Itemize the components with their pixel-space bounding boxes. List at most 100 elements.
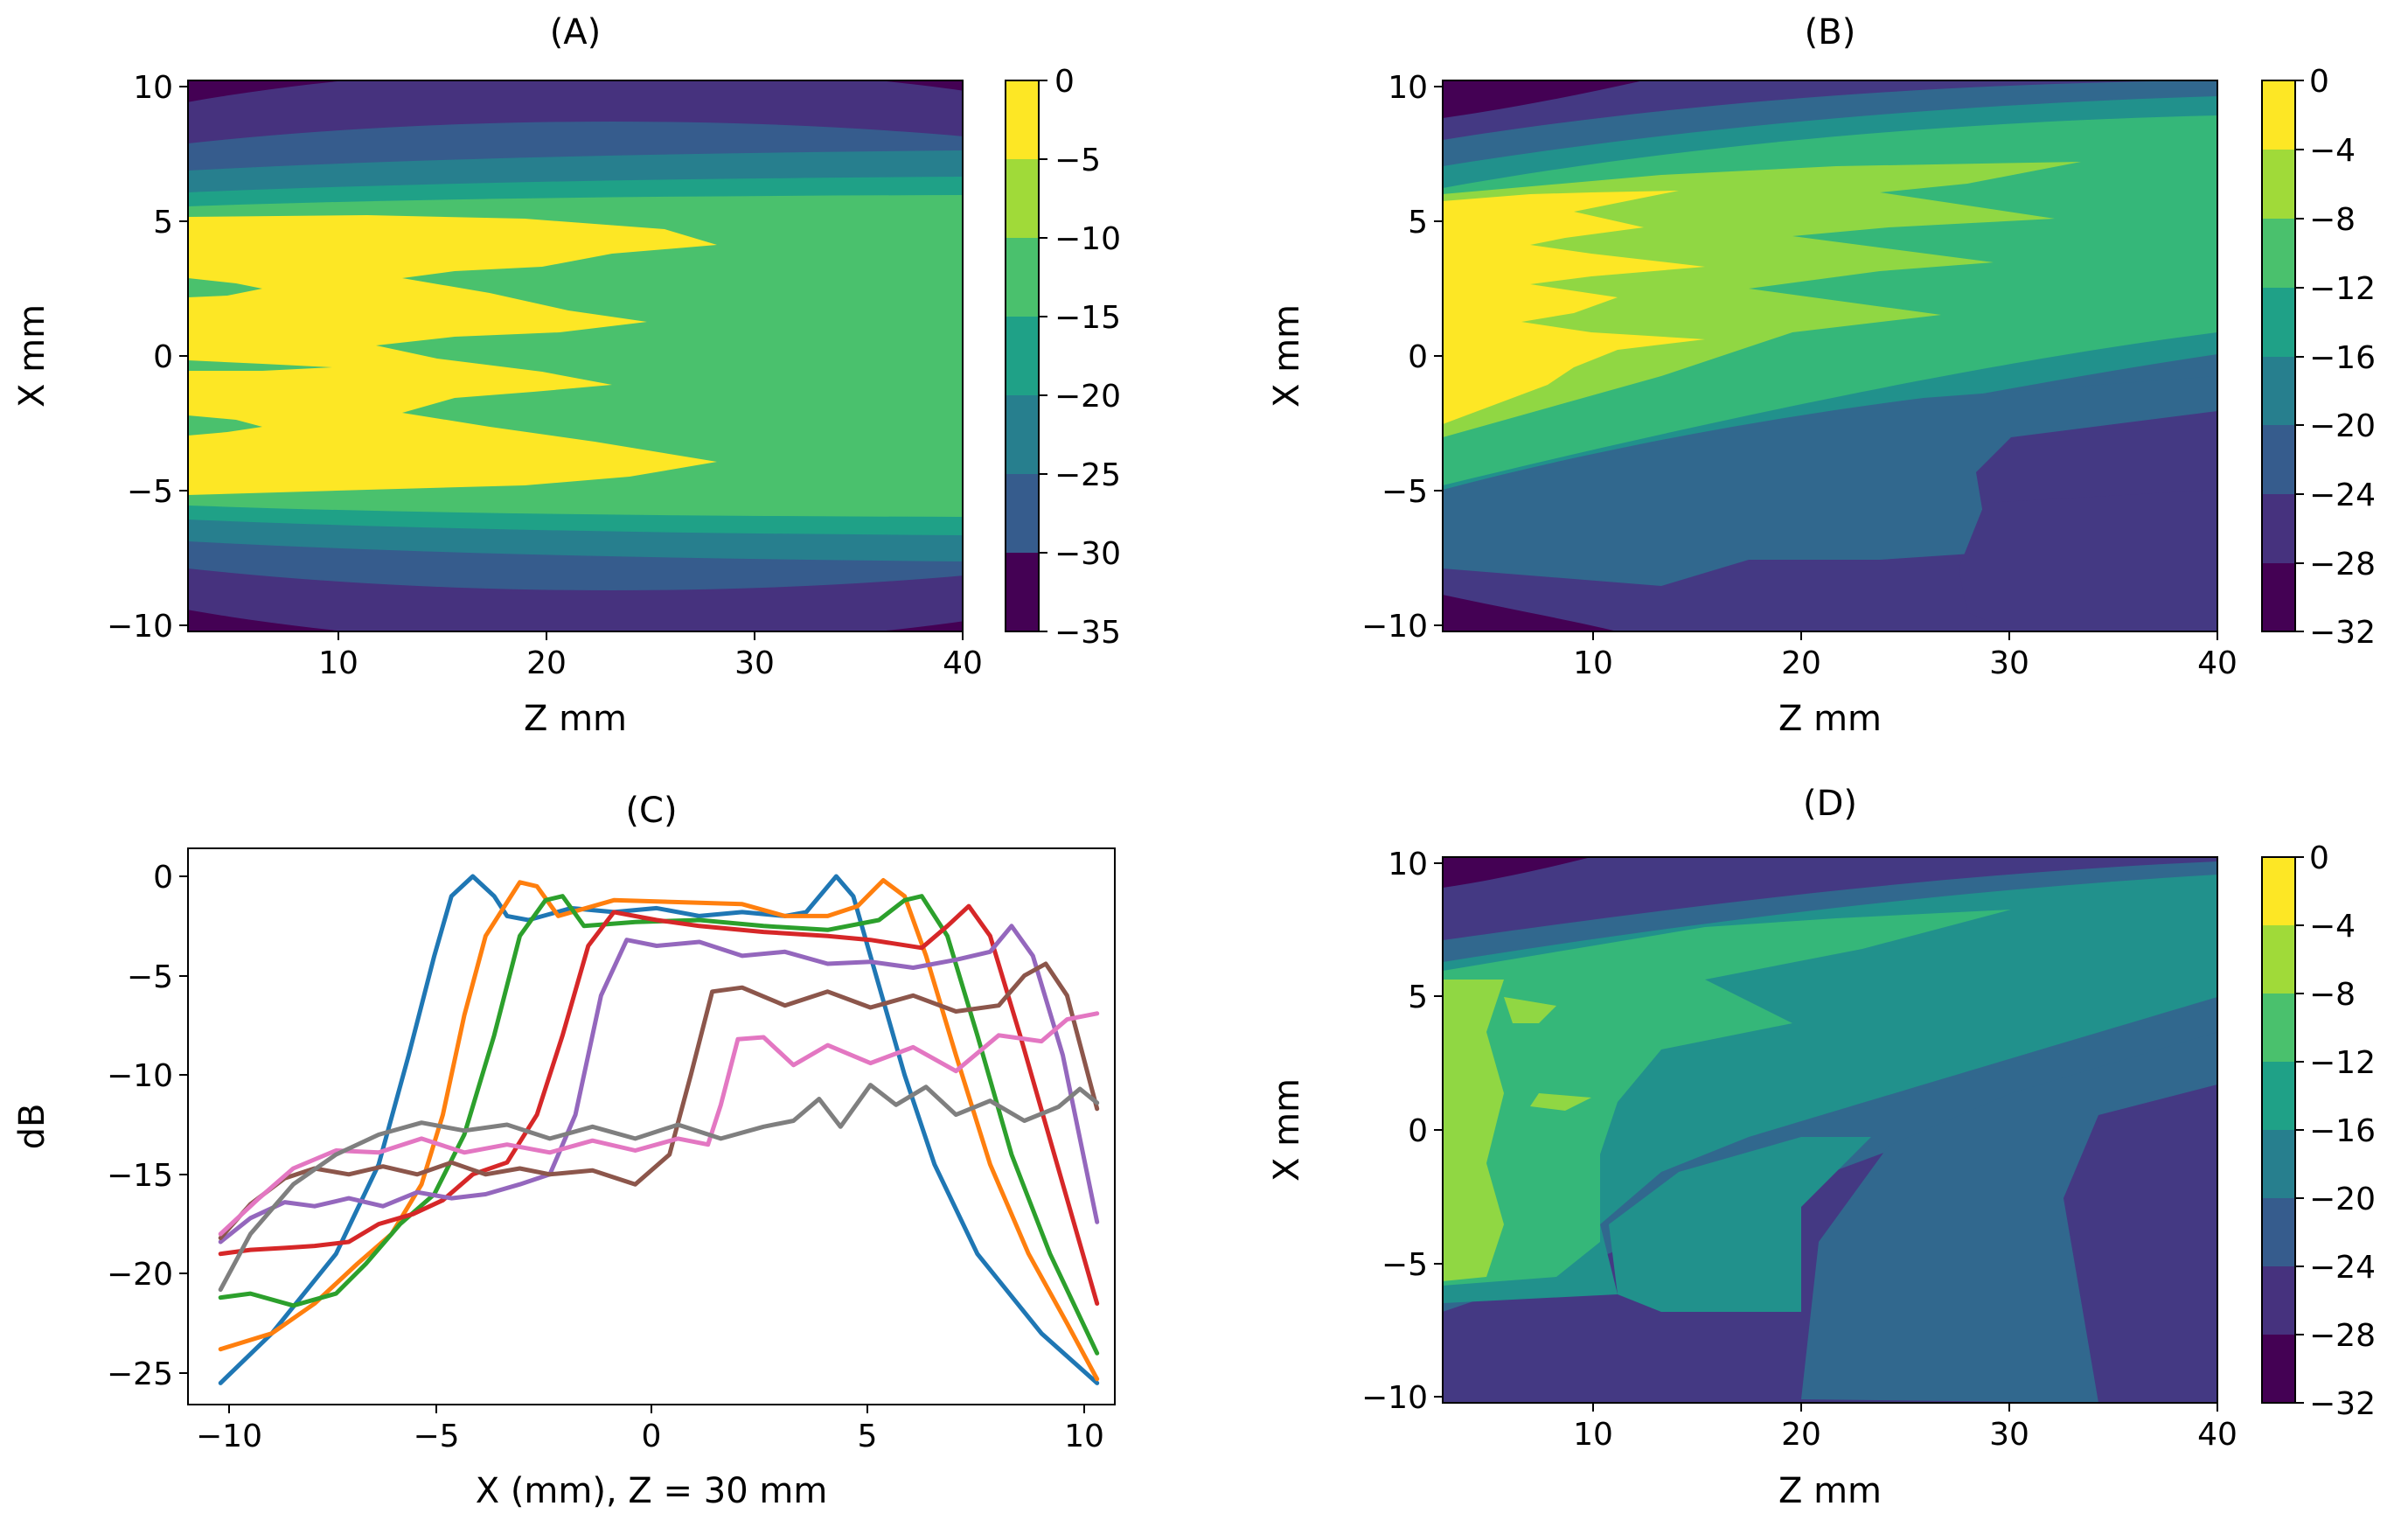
- colorbar-d-seg: [2262, 1130, 2295, 1198]
- panel-b-ylabel: X mm: [1267, 304, 1307, 408]
- panel-c: (C) −10 −5 0 5 10 0 −5 −10 −15 −2: [12, 791, 1116, 1511]
- panel-c-lines: [218, 874, 1100, 1385]
- colorbar-d-seg: [2262, 1062, 2295, 1130]
- panel-a-title: (A): [550, 12, 602, 52]
- colorbar-b-seg: [2262, 563, 2295, 631]
- band-a-core-notch-3: [188, 360, 332, 371]
- panel-d-colorbar: 0 −4 −8 −12 −16 −20 −24 −28 −32: [2261, 840, 2376, 1422]
- panel-b-ytick: −5: [1381, 474, 1428, 510]
- panel-b-xlabel: Z mm: [1778, 699, 1882, 739]
- colorbar-d-tick: 0: [2309, 840, 2329, 876]
- panel-c-ytick: −5: [127, 959, 173, 995]
- series-line-8: [218, 1083, 1100, 1293]
- panel-d-xtick: 10: [1573, 1417, 1613, 1453]
- colorbar-b-seg: [2262, 425, 2295, 494]
- panel-c-bg: [188, 848, 1115, 1405]
- panel-a-y-ticks: 10 5 0 −5 −10: [107, 70, 188, 645]
- colorbar-a-seg: [1006, 474, 1039, 553]
- colorbar-a-seg: [1006, 80, 1039, 159]
- colorbar-b-seg: [2262, 494, 2295, 563]
- panel-d-ylabel: X mm: [1267, 1078, 1307, 1182]
- panel-c-ytick: −20: [107, 1257, 173, 1293]
- panel-c-x-ticks: −10 −5 0 5 10: [196, 1405, 1104, 1454]
- band-b-lower-dark: [1959, 490, 2217, 631]
- colorbar-a-tick: −5: [1054, 143, 1101, 178]
- colorbar-d-seg: [2262, 1266, 2295, 1335]
- panel-a-x-ticks: 10 20 30 40: [318, 631, 983, 681]
- colorbar-d-tick: −16: [2309, 1113, 2376, 1149]
- panel-a-ytick: −5: [127, 474, 173, 510]
- panel-a-xtick: 10: [318, 645, 358, 681]
- panel-b-title: (B): [1805, 12, 1856, 52]
- colorbar-b-seg: [2262, 288, 2295, 357]
- colorbar-b-tick: −20: [2309, 408, 2376, 444]
- series-line-6: [218, 961, 1100, 1240]
- colorbar-b-seg: [2262, 219, 2295, 288]
- panel-b-xtick: 30: [1989, 645, 2029, 681]
- colorbar-a-seg: [1006, 395, 1039, 474]
- colorbar-d-seg: [2262, 1335, 2295, 1403]
- panel-d-xlabel: Z mm: [1778, 1471, 1882, 1511]
- panel-b-ytick: 5: [1408, 205, 1428, 241]
- panel-c-xtick: 5: [858, 1419, 878, 1454]
- panel-b-ytick: −10: [1361, 609, 1428, 645]
- colorbar-a-tick: −10: [1054, 221, 1121, 257]
- panel-a-ytick: 10: [133, 70, 173, 106]
- colorbar-b-seg: [2262, 150, 2295, 219]
- colorbar-d-seg: [2262, 925, 2295, 994]
- band-b-lower-teal: [1443, 376, 2217, 586]
- panel-d-ytick: 0: [1408, 1113, 1428, 1149]
- panel-c-xtick: −5: [413, 1419, 459, 1454]
- panel-c-xlabel: X (mm), Z = 30 mm: [476, 1471, 828, 1511]
- panel-b-ytick: 0: [1408, 339, 1428, 375]
- colorbar-a-tick: −25: [1054, 457, 1121, 493]
- panel-c-ytick: −25: [107, 1356, 173, 1392]
- panel-a-xtick: 40: [943, 645, 983, 681]
- colorbar-a-tick: 0: [1054, 64, 1075, 100]
- panel-a-ytick: −10: [107, 609, 173, 645]
- colorbar-d-seg: [2262, 1198, 2295, 1266]
- panel-b-y-ticks: 10 5 0 −5 −10: [1361, 70, 1443, 645]
- panel-b-colorbar: 0 −4 −8 −12 −16 −20 −24 −28 −32: [2261, 64, 2376, 651]
- colorbar-a-seg: [1006, 553, 1039, 631]
- band-d-3: [1443, 910, 2011, 1286]
- panel-c-xtick: −10: [196, 1419, 262, 1454]
- band-d-teal-wedge: [1609, 1137, 1871, 1312]
- series-line-1: [218, 874, 1100, 1385]
- band-d-spot: [1504, 997, 1556, 1023]
- colorbar-a-tick: −15: [1054, 300, 1121, 336]
- panel-b-xtick: 10: [1573, 645, 1613, 681]
- panel-a-xtick: 30: [734, 645, 775, 681]
- colorbar-a-frame: [1005, 80, 1040, 632]
- panel-c-y-ticks: 0 −5 −10 −15 −20 −25: [107, 860, 188, 1392]
- panel-d-ytick: 10: [1388, 847, 1428, 882]
- panel-a-ylabel: X mm: [12, 304, 52, 408]
- colorbar-b-tick: 0: [2309, 64, 2329, 100]
- band-b-core: [1443, 191, 1705, 424]
- colorbar-a-seg: [1006, 159, 1039, 238]
- colorbar-d-tick: −20: [2309, 1182, 2376, 1217]
- panel-c-title: (C): [625, 791, 677, 831]
- panel-d-xtick: 20: [1781, 1417, 1821, 1453]
- colorbar-d-seg: [2262, 857, 2295, 925]
- panel-d-ytick: −10: [1361, 1380, 1428, 1416]
- panel-d-heatmap: [1443, 857, 2217, 1403]
- panel-d-ytick: 5: [1408, 980, 1428, 1015]
- panel-a: (A) 10 20 30 40: [12, 12, 1121, 739]
- band-d-4: [1443, 980, 1504, 1281]
- panel-b-heatmap: [1443, 80, 2217, 631]
- colorbar-d-tick: −24: [2309, 1250, 2376, 1286]
- colorbar-d-tick: −32: [2309, 1386, 2376, 1422]
- panel-c-ytick: −10: [107, 1058, 173, 1094]
- colorbar-a-tick: −20: [1054, 379, 1121, 415]
- series-line-4: [218, 903, 1100, 1306]
- panel-c-ytick: 0: [153, 860, 173, 896]
- colorbar-a-tick: −35: [1054, 615, 1121, 651]
- colorbar-b-tick: −32: [2309, 615, 2376, 651]
- band-a-core-notch-2: [188, 415, 262, 436]
- colorbar-a-seg: [1006, 317, 1039, 395]
- panel-d-xtick: 40: [2197, 1417, 2237, 1453]
- panel-b-xtick: 20: [1781, 645, 1821, 681]
- colorbar-b-seg: [2262, 357, 2295, 425]
